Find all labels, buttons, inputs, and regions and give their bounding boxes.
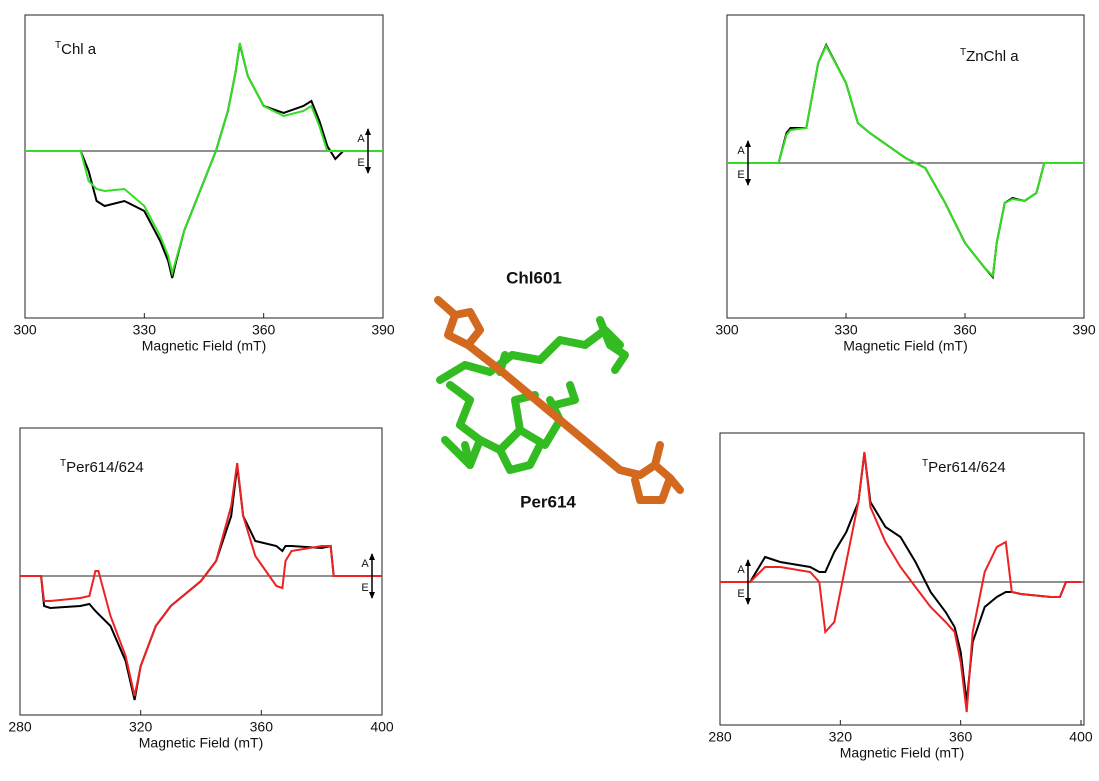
structure-label: Per614 <box>520 492 576 511</box>
ae-label: A <box>361 558 369 570</box>
plot-frame <box>727 15 1084 318</box>
panel-title: TPer614/624 <box>60 458 144 476</box>
ae-label: A <box>357 133 365 145</box>
spectrum-line <box>25 43 383 273</box>
x-axis-label: Magnetic Field (mT) <box>142 338 266 354</box>
title-text: Per614/624 <box>928 459 1006 476</box>
molecule <box>438 300 680 500</box>
title-text: Chl a <box>61 41 97 58</box>
x-tick-label: 360 <box>250 719 274 735</box>
x-tick-label: 320 <box>129 719 153 735</box>
spectrum-line <box>727 45 1084 277</box>
x-tick-label: 280 <box>8 719 32 735</box>
spectrum-line <box>720 453 1081 702</box>
x-axis-label: Magnetic Field (mT) <box>139 735 263 751</box>
ae-label: E <box>737 588 744 600</box>
x-tick-label: 360 <box>252 322 276 338</box>
ae-label: E <box>357 157 364 169</box>
panel-title: TChl a <box>55 40 97 58</box>
plot-frame <box>25 15 383 318</box>
x-tick-label: 360 <box>949 729 973 745</box>
x-tick-label: 320 <box>829 729 853 745</box>
x-tick-label: 300 <box>715 322 739 338</box>
spectrum-line <box>727 46 1084 276</box>
spectrum-line <box>25 44 383 278</box>
x-tick-label: 330 <box>834 322 858 338</box>
title-text: Per614/624 <box>66 459 144 476</box>
x-axis-label: Magnetic Field (mT) <box>843 338 967 354</box>
x-tick-label: 280 <box>708 729 732 745</box>
plot-frame <box>720 433 1084 725</box>
x-tick-label: 400 <box>1069 729 1093 745</box>
x-tick-label: 300 <box>13 322 37 338</box>
x-axis-label: Magnetic Field (mT) <box>840 745 964 761</box>
structure-label: Chl601 <box>506 268 562 287</box>
panel-title: TZnChl a <box>960 47 1019 65</box>
x-tick-label: 390 <box>371 322 395 338</box>
ae-label: E <box>737 169 744 181</box>
title-text: ZnChl a <box>966 48 1019 65</box>
ae-label: A <box>737 564 745 576</box>
x-tick-label: 390 <box>1072 322 1096 338</box>
x-tick-label: 400 <box>370 719 394 735</box>
ae-label: A <box>737 145 745 157</box>
panel-title: TPer614/624 <box>922 458 1006 476</box>
ae-label: E <box>361 582 368 594</box>
x-tick-label: 360 <box>953 322 977 338</box>
spectrum-line <box>20 466 382 700</box>
figure: Chl601 Per614 300 330 360 390 Magnetic Field… <box>0 0 1099 781</box>
spectrum-line <box>20 463 382 696</box>
x-tick-label: 330 <box>133 322 157 338</box>
